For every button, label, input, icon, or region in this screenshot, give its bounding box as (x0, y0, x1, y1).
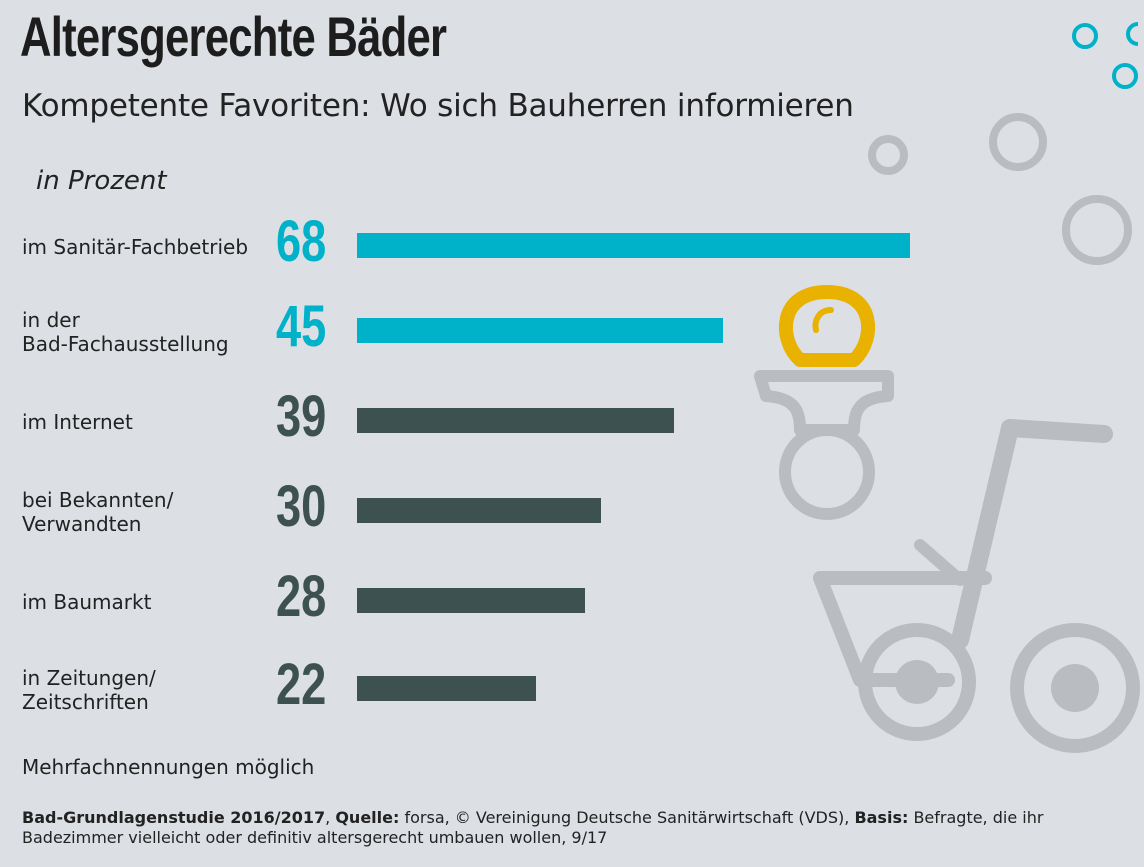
category-label: im Baumarkt (22, 590, 151, 614)
tricycle-icon (813, 419, 1140, 753)
category-label-line: im Sanitär-Fachbetrieb (22, 235, 249, 259)
category-label: in Zeitungen/Zeitschriften (22, 666, 156, 714)
value-label: 30 (276, 474, 327, 539)
category-label-line: Verwandten (22, 512, 142, 536)
bubble-icons (868, 22, 1139, 265)
category-label-line: Zeitschriften (22, 690, 149, 714)
category-label-line: im Baumarkt (22, 590, 152, 614)
category-label-line: Bad-Fachausstellung (22, 332, 229, 356)
source-basis-label: Basis: (854, 808, 909, 827)
category-label: bei Bekannten/Verwandten (22, 488, 173, 536)
bar (357, 233, 910, 258)
category-label-line: in Zeitungen/ (22, 666, 156, 690)
value-label: 39 (276, 384, 327, 449)
pacifier-icon (754, 285, 894, 520)
category-label-line: in der (22, 308, 80, 332)
category-label: im Sanitär-Fachbetrieb (22, 235, 248, 259)
source-quelle-label: Quelle: (335, 808, 400, 827)
category-label-line: im Internet (22, 410, 133, 434)
bar (357, 588, 585, 613)
chart-subtitle: Kompetente Favoriten: Wo sich Bauherren … (22, 88, 854, 124)
source-study: Bad-Grundlagenstudie 2016/2017 (22, 808, 326, 827)
value-label: 28 (276, 564, 327, 629)
source-separator: , (325, 808, 336, 827)
bar (357, 408, 674, 433)
source-note: Bad-Grundlagenstudie 2016/2017, Quelle: … (22, 808, 1122, 848)
bar (357, 498, 601, 523)
footnote: Mehrfachnennungen möglich (22, 755, 315, 779)
unit-label: in Prozent (36, 166, 167, 196)
category-label: in der Bad-Fachausstellung (22, 308, 229, 356)
chart-title: Altersgerechte Bäder (20, 5, 447, 68)
source-basis-text: Befragte, die ihr Badezimmer vielleicht … (22, 808, 1044, 847)
value-label: 45 (276, 294, 327, 359)
bar (357, 676, 536, 701)
value-label: 22 (276, 652, 327, 717)
category-label: im Internet (22, 410, 133, 434)
value-label: 68 (276, 209, 327, 274)
category-label-line: bei Bekannten/ (22, 488, 174, 512)
bar (357, 318, 723, 343)
source-quelle-text: forsa, © Vereinigung Deutsche Sanitärwir… (399, 808, 855, 827)
